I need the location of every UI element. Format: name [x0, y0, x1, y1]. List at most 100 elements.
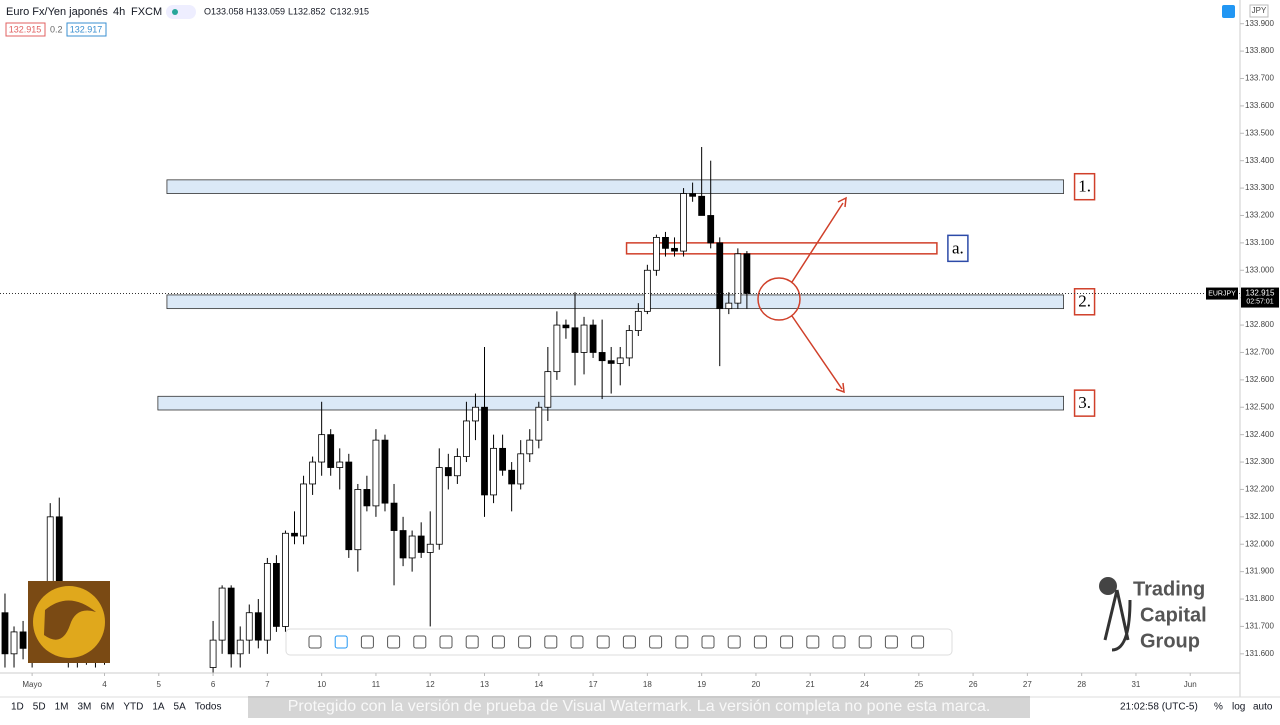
candle-body [10, 631, 18, 655]
option[interactable]: log [1232, 702, 1245, 713]
tool-icon[interactable] [832, 635, 846, 649]
tool-icon[interactable] [308, 635, 322, 649]
tool-icon[interactable] [570, 635, 584, 649]
x-tick-label: 6 [211, 680, 216, 689]
y-tick-label: 131.900 [1245, 567, 1274, 576]
ohlc-high: H133.059 [246, 6, 285, 16]
y-tick-label: 133.100 [1245, 238, 1274, 247]
candle-body [372, 439, 380, 507]
logo-club [1099, 577, 1117, 595]
tool-icon[interactable] [780, 635, 794, 649]
arrow-drawing [791, 196, 847, 394]
range-button[interactable]: 6M [100, 702, 114, 713]
ohlc-low: L132.852 [288, 6, 326, 16]
zone-label: a. [952, 238, 964, 257]
zone-label: 1. [1078, 177, 1091, 196]
tool-icon[interactable] [911, 635, 925, 649]
zone-label-box [1073, 172, 1096, 201]
candle-body [517, 453, 525, 485]
x-tick-label: 19 [697, 680, 706, 689]
range-button[interactable]: 5A [174, 702, 187, 713]
candle-body [426, 543, 434, 553]
zone [166, 294, 1064, 310]
y-tick-label: 132.400 [1245, 430, 1274, 439]
y-tick-label: 133.500 [1245, 128, 1274, 137]
range-button[interactable]: 5D [33, 702, 46, 713]
tool-icon[interactable] [701, 635, 715, 649]
candle-body [589, 324, 597, 353]
candle-body [1, 612, 9, 655]
tool-icon[interactable] [806, 635, 820, 649]
candle-body [634, 310, 642, 331]
range-buttons: 1D 5D 1M 3M 6M YTD 1A 5A Todos [11, 702, 221, 713]
range-button[interactable]: 1A [152, 702, 165, 713]
range-button[interactable]: 1D [11, 702, 24, 713]
range-button[interactable]: YTD [123, 702, 143, 713]
y-tick-label: 131.600 [1245, 649, 1274, 658]
candle-body [417, 535, 425, 553]
option[interactable]: % [1214, 702, 1223, 713]
candle-body [508, 469, 516, 485]
candle-body [607, 360, 615, 364]
bid-box[interactable] [5, 22, 46, 37]
logo-line: Capital [1140, 604, 1207, 626]
tool-icon[interactable] [334, 635, 348, 649]
zone-label-box [1073, 288, 1096, 316]
source: FXCM [131, 6, 162, 18]
candle-body [218, 587, 226, 641]
candle-body [571, 327, 579, 353]
candle-body [716, 242, 724, 310]
tool-icon[interactable] [649, 635, 663, 649]
option[interactable]: auto [1253, 702, 1273, 713]
x-tick-label: 28 [1077, 680, 1086, 689]
candle-body [743, 253, 751, 294]
y-tick-label: 132.300 [1245, 457, 1274, 466]
x-tick-label: 12 [426, 680, 435, 689]
watermark: Protegido con la versión de prueba de Vi… [288, 698, 991, 715]
range-button[interactable]: Todos [195, 702, 222, 713]
currency: JPY [1252, 6, 1267, 15]
tool-icon[interactable] [387, 635, 401, 649]
circle-drawing [757, 277, 801, 321]
tool-icon[interactable] [465, 635, 479, 649]
tool-icon[interactable] [439, 635, 453, 649]
tool-icon[interactable] [622, 635, 636, 649]
ohlc-open: O133.058 [204, 6, 244, 16]
ask: 132.917 [70, 24, 103, 34]
x-tick-label: 4 [102, 680, 107, 689]
y-tick-label: 132.200 [1245, 485, 1274, 494]
drawing-toolbar [285, 628, 953, 656]
price-tag [1241, 287, 1279, 308]
candle-body [553, 324, 561, 373]
candle-body [662, 236, 669, 249]
x-tick-label: 17 [589, 680, 598, 689]
tool-icon[interactable] [753, 635, 767, 649]
tool-icon[interactable] [544, 635, 558, 649]
x-tick-label: 18 [643, 680, 652, 689]
candle-body [490, 447, 497, 496]
tool-icon[interactable] [727, 635, 741, 649]
candle-body [689, 193, 697, 197]
candle-body [734, 253, 742, 304]
candle-body [291, 532, 298, 537]
tool-icon[interactable] [884, 635, 898, 649]
range-button[interactable]: 1M [55, 702, 69, 713]
candle-body [562, 324, 570, 329]
tool-icon[interactable] [413, 635, 427, 649]
tool-icon[interactable] [491, 635, 505, 649]
ask-box[interactable] [66, 22, 107, 37]
x-tick-label: 10 [317, 680, 326, 689]
tool-icon[interactable] [858, 635, 872, 649]
x-tick-label: Jun [1184, 680, 1197, 689]
tool-icon[interactable] [518, 635, 532, 649]
tool-icon[interactable] [360, 635, 374, 649]
tool-icon[interactable] [596, 635, 610, 649]
settings-button[interactable] [1222, 5, 1235, 18]
zone-label: 3. [1078, 393, 1091, 412]
range-button[interactable]: 3M [78, 702, 92, 713]
tool-icon[interactable] [675, 635, 689, 649]
x-tick-label: 7 [265, 680, 270, 689]
candle-body [273, 563, 280, 627]
